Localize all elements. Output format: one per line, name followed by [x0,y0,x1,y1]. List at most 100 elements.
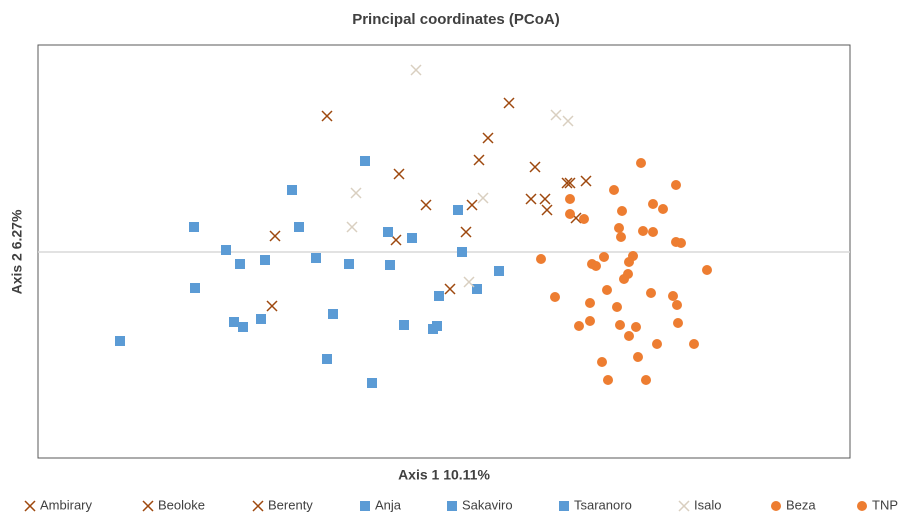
point [609,185,619,195]
point [673,318,683,328]
legend-marker [771,501,781,511]
chart-title: Principal coordinates (PCoA) [352,11,560,28]
point [190,283,200,293]
point [617,206,627,216]
point [367,378,377,388]
point [658,204,668,214]
point [344,259,354,269]
point [473,154,485,166]
point [321,110,333,122]
point [615,320,625,330]
point [636,158,646,168]
point [444,283,456,295]
point [266,300,278,312]
point [115,336,125,346]
point [612,302,622,312]
point [407,233,417,243]
legend-marker [678,500,690,512]
legend-marker [559,501,569,511]
point [614,223,624,233]
point [256,314,266,324]
point [322,354,332,364]
legend-label: Ambirary [40,497,93,512]
point [599,252,609,262]
legend-marker [447,501,457,511]
point [328,309,338,319]
point [550,292,560,302]
point [579,214,589,224]
legend-label: Isalo [694,497,721,512]
point [671,180,681,190]
point [536,254,546,264]
point [641,375,651,385]
point [585,316,595,326]
point [434,291,444,301]
point [460,226,472,238]
legend-label: Sakaviro [462,497,513,512]
legend-marker [24,500,36,512]
point [624,331,634,341]
point [453,205,463,215]
point [311,253,321,263]
point [463,276,475,288]
point [591,261,601,271]
legend-label: Anja [375,497,402,512]
point [360,156,370,166]
point [541,204,553,216]
legend-marker [857,501,867,511]
point [646,288,656,298]
point [652,339,662,349]
point [689,339,699,349]
point [238,322,248,332]
point [383,227,393,237]
legend-marker [252,500,264,512]
point [672,300,682,310]
point [466,199,478,211]
point [346,221,358,233]
point [562,115,574,127]
point [472,284,482,294]
point [269,230,281,242]
point [482,132,494,144]
point [539,193,551,205]
point [399,320,409,330]
point [410,64,422,76]
point [221,245,231,255]
point [350,187,362,199]
point [235,259,245,269]
y-axis-title: Axis 2 6.27% [9,209,25,294]
point [648,227,658,237]
legend-label: Beza [786,497,816,512]
point [574,321,584,331]
point [503,97,515,109]
point [550,109,562,121]
point [294,222,304,232]
point [616,232,626,242]
point [564,177,576,189]
legend-label: Berenty [268,497,313,512]
point [494,266,504,276]
point [529,161,541,173]
point [638,226,648,236]
point [585,298,595,308]
point [702,265,712,275]
legend-label: Beoloke [158,497,205,512]
point [457,247,467,257]
point [676,238,686,248]
point [597,357,607,367]
point [624,257,634,267]
point [525,193,537,205]
point [393,168,405,180]
point [428,324,438,334]
legend-label: Tsaranoro [574,497,632,512]
x-axis-title: Axis 1 10.11% [398,467,490,483]
point [668,291,678,301]
point [648,199,658,209]
point [260,255,270,265]
legend-label: TNP [872,497,898,512]
point [580,175,592,187]
legend-marker [360,501,370,511]
point [477,192,489,204]
legend-marker [142,500,154,512]
